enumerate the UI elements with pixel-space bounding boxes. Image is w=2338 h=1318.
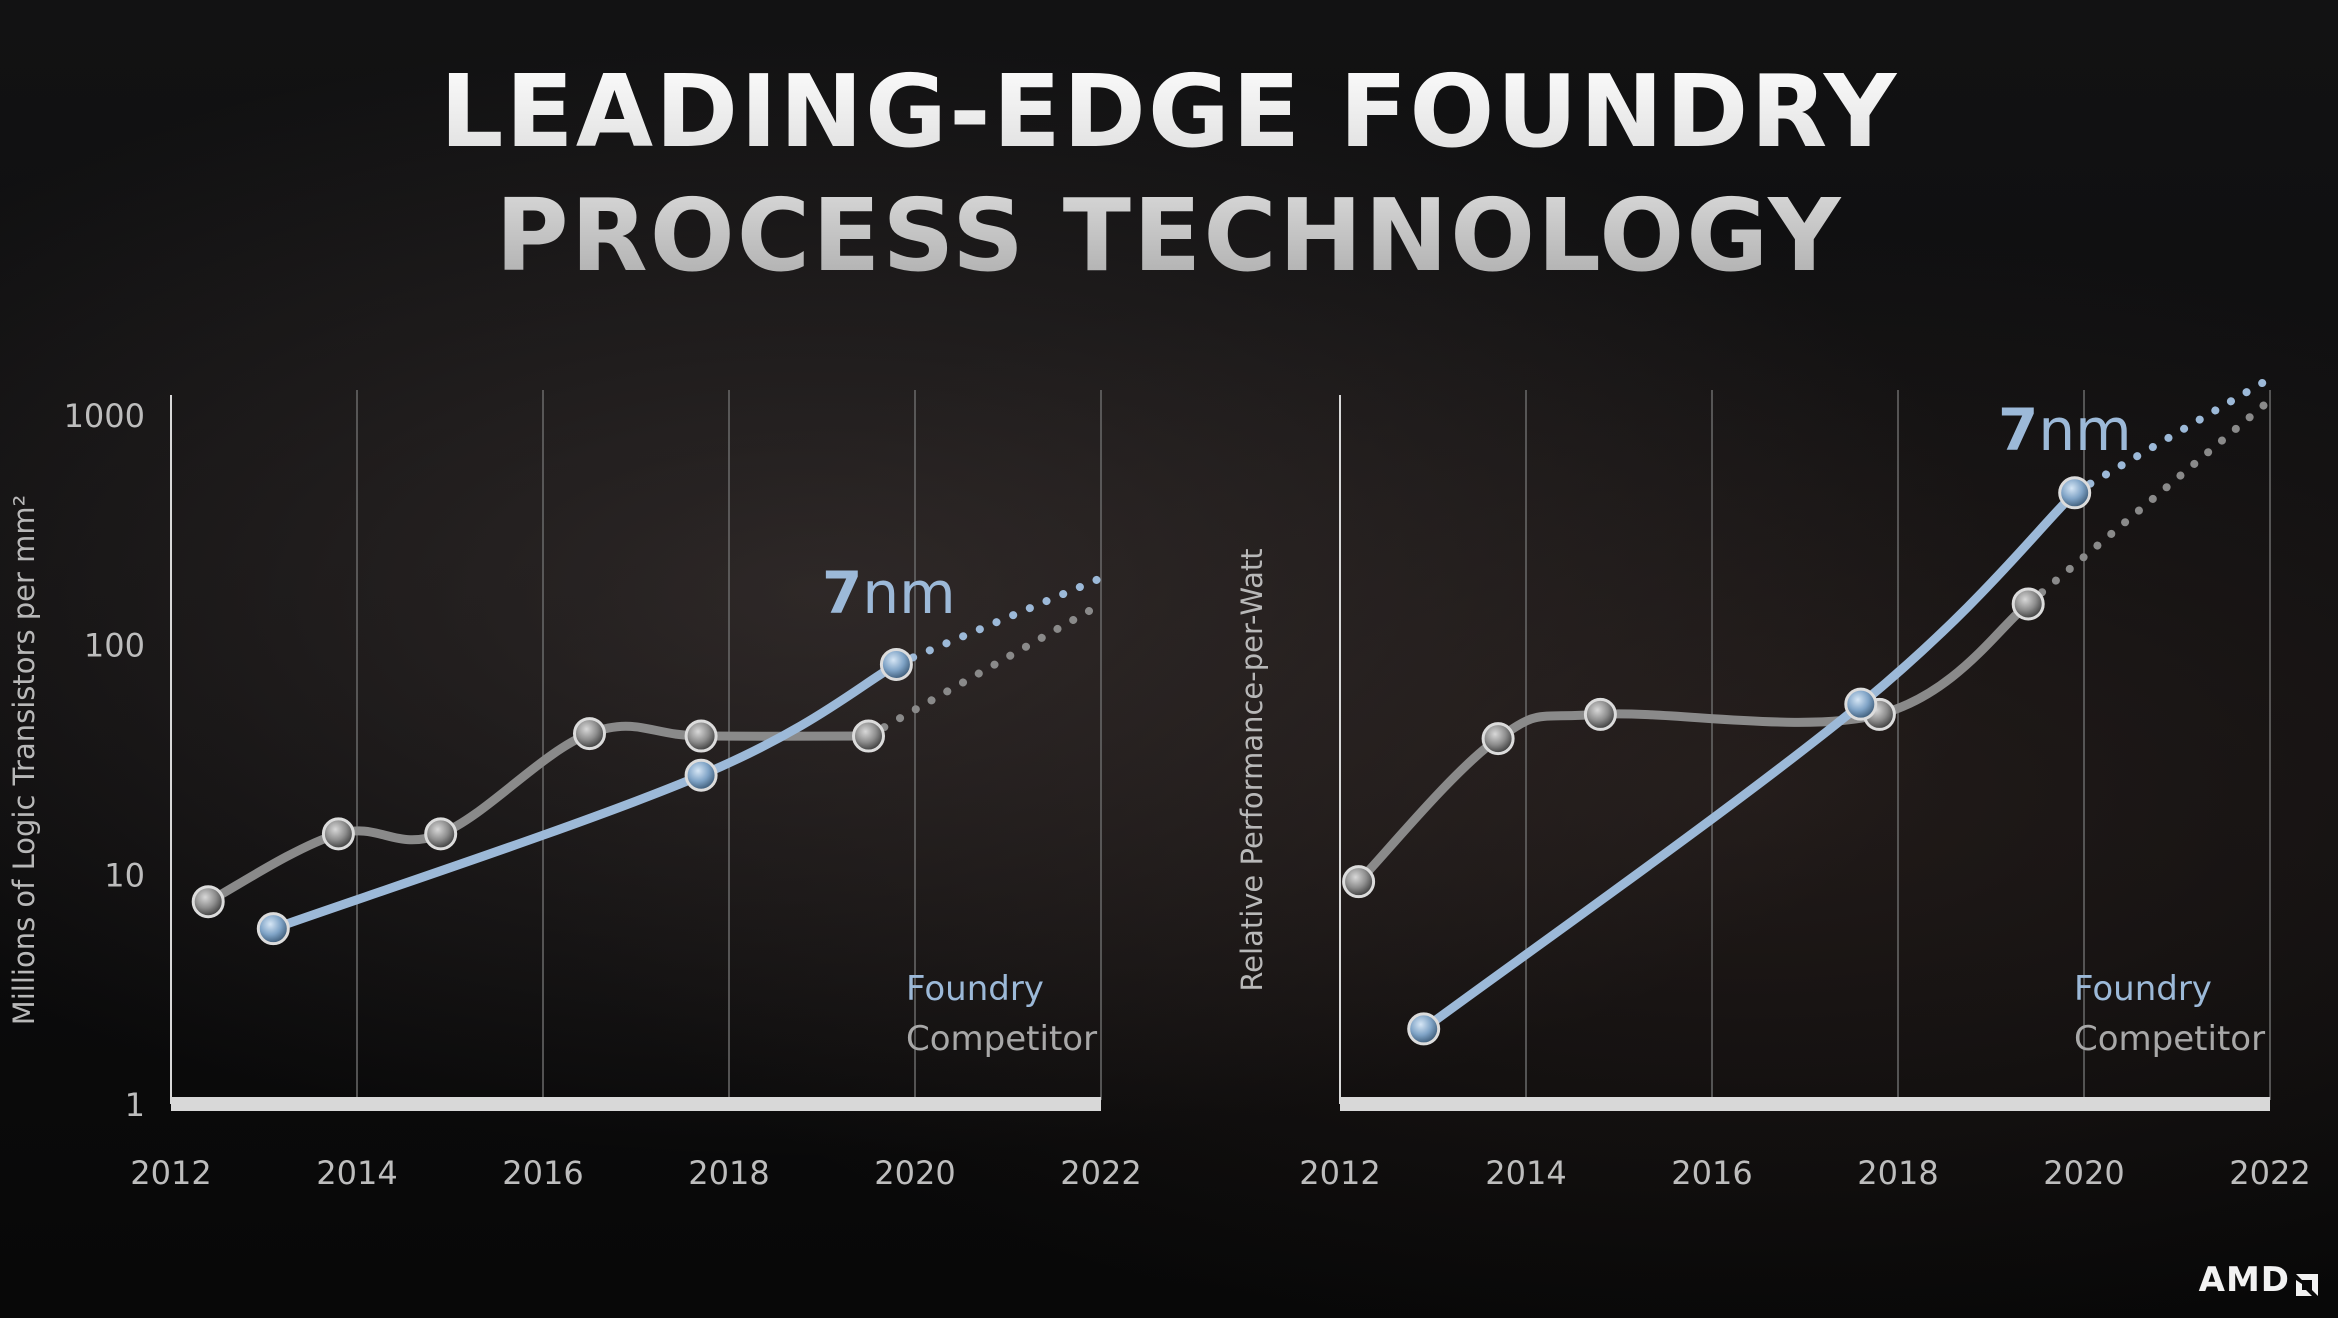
foundry-point [1407, 1012, 1441, 1046]
x-tick-label: 2016 [1671, 1154, 1752, 1192]
x-tick-label: 2012 [130, 1154, 211, 1192]
foundry-line [268, 659, 901, 934]
y-tick-label: 1000 [64, 397, 145, 435]
foundry-point [684, 758, 718, 792]
competitor-point [852, 719, 885, 753]
x-tick-label: 2012 [1299, 1154, 1380, 1192]
right-chart-performance-per-watt: 2012 2014 2016 2018 2020 2022 Relative Perform… [1235, 374, 2311, 1192]
competitor-point [684, 719, 718, 753]
amd-arrow-icon [2294, 1267, 2320, 1296]
legend-competitor: Competitor [906, 1019, 1097, 1059]
projection-line [2024, 396, 2274, 608]
competitor-point [573, 717, 606, 751]
y-axis-label: Millions of Logic Transistors per mm² [7, 495, 41, 1026]
x-tick-label: 2020 [2043, 1154, 2124, 1192]
node-annotation: 7nm [822, 559, 956, 627]
x-tick-label: 2022 [1060, 1154, 1141, 1192]
legend-foundry: Foundry [2074, 969, 2212, 1009]
annotation-unit: nm [2038, 396, 2131, 464]
x-axis-bar [171, 1097, 1101, 1111]
x-tick-label: 2022 [2229, 1154, 2310, 1192]
foundry-point [256, 912, 290, 946]
foundry-point [1844, 687, 1878, 721]
competitor-point [1583, 697, 1617, 731]
competitor-point [424, 817, 458, 851]
x-tick-label: 2020 [874, 1154, 955, 1192]
x-tick-label: 2014 [1485, 1154, 1566, 1192]
competitor-point [1342, 865, 1376, 899]
left-chart-transistor-density: 2012 2014 2016 2018 2020 2022 1 10 100 1000 Millio… [7, 390, 1142, 1192]
competitor-line [203, 721, 873, 907]
competitor-point [1481, 722, 1515, 756]
x-tick-label: 2018 [688, 1154, 769, 1192]
competitor-point [321, 817, 355, 851]
y-tick-label: 100 [84, 627, 145, 665]
legend-competitor: Competitor [2074, 1019, 2265, 1059]
projection-line [2070, 374, 2274, 497]
annotation-bold: 7 [1998, 396, 2038, 464]
amd-logo-text: AMD [2198, 1260, 2290, 1300]
x-axis-bar [1340, 1097, 2270, 1111]
foundry-point [2058, 476, 2092, 510]
annotation-unit: nm [862, 559, 955, 627]
competitor-line [1354, 599, 2033, 887]
competitor-point [191, 885, 225, 919]
y-tick-label: 1 [125, 1086, 145, 1124]
competitor-point [2011, 587, 2045, 621]
projection-line [892, 574, 1105, 669]
annotation-bold: 7 [822, 559, 862, 627]
x-tick-label: 2014 [316, 1154, 397, 1192]
amd-logo: AMD [2199, 1260, 2320, 1300]
x-tick-label: 2018 [1857, 1154, 1938, 1192]
node-annotation: 7nm [1998, 396, 2132, 464]
x-tick-label: 2016 [502, 1154, 583, 1192]
y-tick-label: 10 [104, 856, 145, 894]
legend-foundry: Foundry [906, 969, 1044, 1009]
foundry-point [879, 647, 913, 681]
y-axis-label: Relative Performance-per-Watt [1235, 548, 1269, 991]
foundry-line [1419, 488, 2080, 1034]
